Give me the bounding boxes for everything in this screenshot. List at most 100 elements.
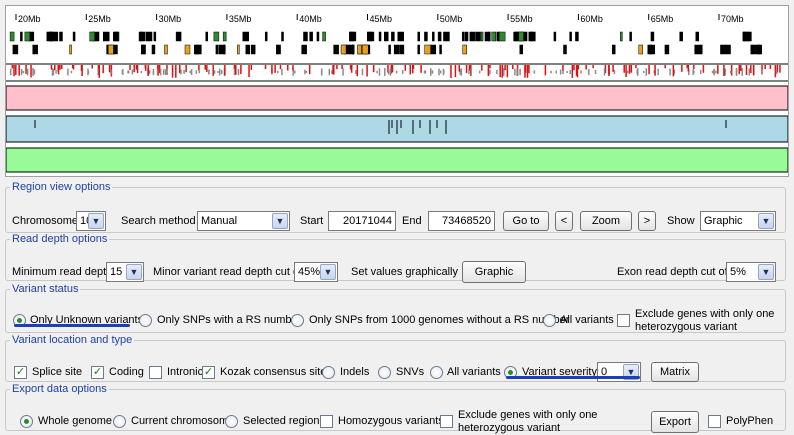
kozak-label[interactable]: Kozak consensus site — [220, 366, 327, 378]
variant-mark — [185, 65, 187, 73]
genome-view[interactable]: 20Mb 25Mb 30Mb 35Mb 40Mb 45Mb 50Mb 55Mb 60Mb 65Mb… — [5, 5, 789, 177]
snps-1000-radio[interactable] — [291, 314, 304, 327]
snvs-label[interactable]: SNVs — [396, 366, 425, 378]
only-unknown-label[interactable]: Only Unknown variants — [30, 314, 144, 326]
variant-mark — [604, 65, 607, 74]
min-read-depth-select[interactable]: 15 ▼ — [106, 262, 144, 282]
zoom-button[interactable]: Zoom — [580, 211, 632, 231]
splice-site-label[interactable]: Splice site — [32, 366, 83, 378]
variant-mark — [566, 70, 568, 74]
whole-genome-label[interactable]: Whole genome — [38, 415, 112, 427]
gene-block — [245, 44, 251, 55]
coding-label[interactable]: Coding — [109, 366, 144, 378]
selected-region-radio[interactable] — [225, 415, 238, 428]
variant-mark — [503, 68, 505, 76]
variant-mark — [292, 65, 294, 71]
gene-block — [649, 44, 656, 55]
current-chromosome-label[interactable]: Current chromosome — [131, 415, 235, 427]
indels-radio[interactable] — [322, 366, 335, 379]
polyphen-label[interactable]: PolyPhen — [726, 415, 774, 427]
read-depth-legend: Read depth options — [12, 233, 108, 245]
selected-region-label[interactable]: Selected region — [243, 415, 320, 427]
end-input[interactable]: 73468520 — [428, 211, 495, 231]
variant-mark — [55, 70, 57, 74]
variant-mark — [224, 65, 226, 76]
variant-mark — [22, 70, 25, 74]
variant-mark — [635, 65, 637, 69]
all-variants-label[interactable]: All variants — [560, 314, 614, 326]
matrix-button[interactable]: Matrix — [651, 362, 699, 382]
gene-block — [340, 44, 347, 55]
variant-mark — [158, 65, 161, 74]
homozygous-label[interactable]: Homozygous variants — [338, 415, 444, 427]
exon-read-depth-select[interactable]: 5% ▼ — [726, 262, 776, 282]
whole-genome-radio[interactable] — [20, 415, 33, 428]
variant-mark — [97, 65, 100, 72]
graphic-button[interactable]: Graphic — [462, 261, 526, 283]
variant-mark — [569, 69, 571, 75]
variant-mark — [637, 68, 639, 76]
minor-variant-select[interactable]: 45% ▼ — [294, 262, 338, 282]
variant-mark — [735, 69, 738, 75]
homozygous-checkbox[interactable] — [320, 415, 333, 428]
snps-1000-label[interactable]: Only SNPs from 1000 genomes without a RS… — [309, 314, 570, 326]
all-variants-radio[interactable] — [543, 314, 556, 327]
all-variants-type-label[interactable]: All variants — [447, 366, 501, 378]
variant-mark — [752, 65, 755, 75]
variant-mark — [750, 65, 752, 74]
all-variants-type-radio[interactable] — [430, 366, 443, 379]
splice-site-checkbox[interactable]: ✓ — [14, 366, 27, 379]
snps-rs-label[interactable]: Only SNPs with a RS number — [157, 314, 302, 326]
chromosome-select[interactable]: 10 ▼ — [76, 211, 106, 231]
export-exclude-genes-checkbox[interactable] — [440, 415, 453, 428]
intronic-checkbox[interactable] — [149, 366, 162, 379]
genome-track-canvas[interactable]: 20Mb 25Mb 30Mb 35Mb 40Mb 45Mb 50Mb 55Mb 60Mb 65Mb… — [6, 6, 788, 176]
intronic-label[interactable]: Intronic — [167, 366, 204, 378]
goto-button[interactable]: Go to — [503, 211, 549, 231]
kozak-checkbox[interactable]: ✓ — [202, 366, 215, 379]
current-chromosome-radio[interactable] — [113, 415, 126, 428]
variant-mark — [341, 65, 343, 70]
variant-mark — [612, 65, 614, 72]
prev-button[interactable]: < — [555, 211, 573, 231]
variant-mark — [516, 68, 518, 76]
polyphen-checkbox[interactable] — [708, 415, 721, 428]
variant-mark — [50, 65, 53, 70]
variant-mark — [127, 70, 130, 74]
search-method-select[interactable]: Manual ▼ — [197, 211, 290, 231]
variant-mark — [699, 69, 702, 75]
variant-severity-select[interactable]: 0 ▼ — [597, 362, 641, 382]
variant-mark — [121, 70, 124, 74]
gene-block — [569, 31, 572, 42]
variant-mark — [152, 68, 155, 76]
variant-mark — [430, 68, 432, 76]
variant-mark — [524, 65, 526, 78]
variant-mark — [97, 68, 99, 76]
variant-mark — [686, 65, 688, 69]
exclude-genes-checkbox[interactable] — [617, 314, 630, 327]
variant-mark — [189, 70, 191, 74]
gene-block — [357, 44, 362, 55]
coding-checkbox[interactable]: ✓ — [91, 366, 104, 379]
gene-block — [498, 31, 506, 42]
variant-mark — [129, 65, 131, 70]
export-button[interactable]: Export — [651, 411, 699, 433]
indels-label[interactable]: Indels — [340, 366, 370, 378]
next-button[interactable]: > — [638, 211, 656, 231]
gene-block — [752, 44, 756, 55]
variant-severity-label[interactable]: Variant severity — [522, 366, 597, 378]
variant-mark — [588, 68, 590, 76]
variant-mark — [248, 65, 250, 78]
snvs-radio[interactable] — [378, 366, 391, 379]
show-select[interactable]: Graphic ▼ — [700, 211, 776, 231]
gene-block — [430, 44, 437, 55]
variant-mark — [687, 65, 690, 72]
variant-mark — [240, 65, 242, 75]
variant-mark — [657, 68, 659, 76]
variant-mark — [653, 70, 656, 74]
gene-block — [72, 31, 76, 42]
gene-block — [697, 44, 701, 55]
snps-rs-radio[interactable] — [139, 314, 152, 327]
start-input[interactable]: 20171044 — [328, 211, 396, 231]
variant-mark — [136, 65, 139, 74]
